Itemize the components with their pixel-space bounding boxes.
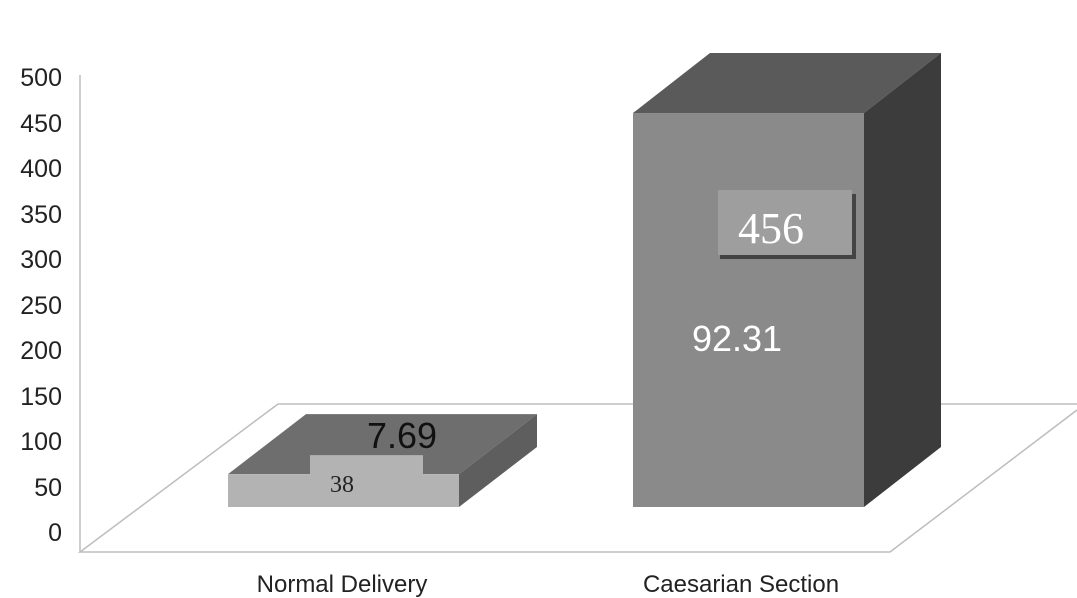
bar-front-face bbox=[633, 113, 864, 508]
bar-percent-label: 7.69 bbox=[367, 415, 437, 456]
x-category-label: Normal Delivery bbox=[257, 571, 428, 598]
floor-outline bbox=[77, 403, 1077, 553]
bar-count-label: 456 bbox=[738, 204, 804, 253]
x-category-label: Caesarian Section bbox=[643, 571, 839, 598]
y-tick-label: 250 bbox=[20, 292, 62, 320]
y-tick-label: 150 bbox=[20, 383, 62, 411]
bar-side-face bbox=[864, 53, 941, 508]
y-tick-label: 200 bbox=[20, 337, 62, 365]
bar-percent-label: 92.31 bbox=[692, 318, 782, 359]
y-tick-label: 300 bbox=[20, 246, 62, 274]
y-tick-label: 50 bbox=[34, 474, 62, 502]
y-axis: 0 50 100 150 200 250 300 350 400 450 500 bbox=[20, 64, 62, 547]
bars: 7.69 38 456 92.31 bbox=[228, 53, 941, 508]
y-tick-label: 450 bbox=[20, 110, 62, 138]
x-axis: Normal Delivery Caesarian Section bbox=[257, 571, 839, 598]
y-tick-label: 500 bbox=[20, 64, 62, 92]
bar-side-face bbox=[459, 414, 537, 507]
bar-front-face bbox=[228, 455, 459, 507]
y-tick-label: 0 bbox=[48, 519, 62, 547]
bar-count-label: 38 bbox=[330, 472, 354, 498]
bar-top-face bbox=[228, 414, 537, 475]
bar-top-face bbox=[633, 53, 941, 114]
y-tick-label: 100 bbox=[20, 428, 62, 456]
bar-normal-delivery: 7.69 38 bbox=[228, 414, 537, 507]
y-tick-label: 350 bbox=[20, 201, 62, 229]
y-tick-label: 400 bbox=[20, 155, 62, 183]
bar-caesarian-section: 456 92.31 bbox=[633, 53, 941, 508]
count-box bbox=[718, 190, 852, 255]
